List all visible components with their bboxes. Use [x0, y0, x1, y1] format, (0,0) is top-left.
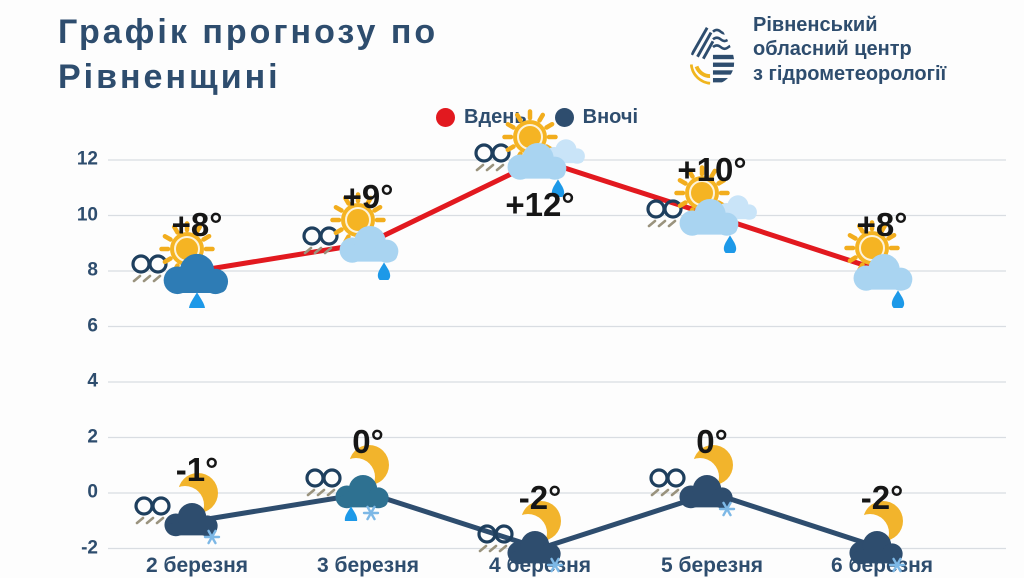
legend-item-night: Вночі [554, 106, 639, 129]
day-weather-icon [490, 109, 590, 199]
fog-icon [645, 467, 691, 499]
day-temp-label: +8° [171, 206, 223, 243]
night-weather-icon [495, 495, 585, 577]
night-temp-label: -1° [175, 450, 219, 488]
day-temp-label: +10° [677, 150, 747, 188]
night-legend-label: Вночі [582, 106, 639, 128]
y-axis-label: 8 [87, 259, 98, 281]
page-title-line1: Графік прогнозу по [58, 13, 439, 51]
night-temp-label: -2° [860, 478, 904, 516]
night-weather-icon [323, 439, 413, 526]
day-temp-label: +12° [505, 186, 575, 223]
day-temp-label: +9° [342, 178, 394, 216]
page-title-line2: Рівненщині [58, 57, 281, 96]
day-weather-icon [832, 220, 932, 310]
fog-icon [301, 467, 347, 499]
date-label: 3 березня [316, 554, 420, 577]
day-legend-dot [436, 108, 455, 127]
day-weather-icon [147, 220, 247, 318]
fog-icon [130, 495, 176, 527]
fog-icon [470, 142, 516, 174]
org-name-line1: Рівненський [753, 14, 878, 36]
night-temp-label: -2° [518, 478, 562, 516]
night-temp-label: 0° [696, 423, 728, 460]
chart-legend: Вдень Вночі [436, 106, 638, 129]
y-axis-label: 4 [87, 370, 98, 392]
fog-icon [642, 198, 688, 230]
y-axis-label: 2 [87, 426, 98, 448]
day-temp-label: +8° [856, 206, 908, 243]
org-name-line3: з гідрометеорології [753, 62, 947, 85]
fog-icon [473, 523, 519, 555]
page-title: Графік прогнозу по Рівненщині [58, 10, 618, 100]
org-name-line2: обласний центр [753, 38, 912, 61]
y-axis-label: -2 [81, 537, 98, 559]
fog-icon [127, 253, 173, 285]
y-axis-label: 12 [76, 148, 98, 170]
y-axis-label: 10 [76, 204, 98, 226]
date-label: 5 березня [660, 554, 764, 577]
night-weather-icon [837, 495, 927, 577]
day-weather-icon [318, 192, 418, 283]
y-axis-label: 0 [87, 481, 98, 503]
night-weather-icon [667, 439, 757, 521]
night-weather-icon [152, 467, 242, 549]
water-drop-logo-icon [683, 10, 741, 90]
day-legend-label: Вдень [464, 106, 527, 128]
date-label: 2 березня [145, 554, 249, 577]
legend-item-day: Вдень [436, 106, 527, 129]
y-axis-label: 6 [87, 315, 98, 337]
day-weather-icon [662, 164, 762, 255]
org-name: Рівненський обласний центр з гідрометеор… [753, 10, 946, 86]
fog-icon [298, 225, 344, 257]
org-logo: Рівненський обласний центр з гідрометеор… [683, 10, 946, 90]
night-legend-dot [554, 108, 574, 127]
night-temp-label: 0° [352, 423, 384, 460]
